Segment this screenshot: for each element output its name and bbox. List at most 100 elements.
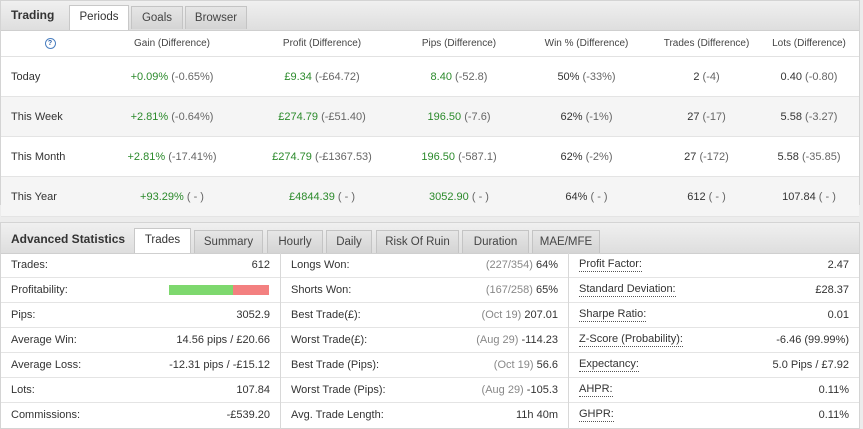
tab-mae-mfe[interactable]: MAE/MFE <box>532 230 600 253</box>
stat-value: 0.11% <box>818 384 849 396</box>
tab-risk-of-ruin[interactable]: Risk Of Ruin <box>376 230 459 253</box>
column-header-gain: Gain (Difference) <box>99 30 245 57</box>
pips-value: 3052.90 <box>429 190 469 203</box>
stat-value: 14.56 pips / £20.66 <box>176 334 270 346</box>
pips-cell: 196.50 (-7.6) <box>399 96 519 137</box>
trading-tabbar: Trading Periods Goals Browser <box>1 1 859 31</box>
trading-table: ? Gain (Difference) Profit (Difference) … <box>1 30 859 217</box>
stats-column-trades: Trades: 612 Profitability: Pips: 3052.9 Av… <box>1 253 281 429</box>
gain-value: +0.09% <box>130 70 169 83</box>
stat-detail: (167/258) <box>485 284 533 296</box>
profit-value: £4844.39 <box>288 190 335 203</box>
profitability-bar <box>169 285 269 295</box>
pips-cell: 3052.90 ( - ) <box>399 176 519 217</box>
gain-diff: ( - ) <box>186 190 204 203</box>
trades-diff: (-17) <box>702 110 726 123</box>
profit-value: £9.34 <box>284 70 312 83</box>
stat-label: Profitability: <box>11 284 68 296</box>
gain-value: +2.81% <box>130 110 169 123</box>
profitability-loss-fill <box>233 285 269 295</box>
stat-label: Average Win: <box>11 334 77 346</box>
stat-row: Pips: 3052.9 <box>1 303 280 328</box>
stat-label: Best Trade (Pips): <box>291 359 380 371</box>
stat-row: Avg. Trade Length: 11h 40m <box>281 403 568 428</box>
win-diff: (-1%) <box>585 110 613 123</box>
advanced-tabbar: Advanced Statistics Trades Summary Hourl… <box>1 223 859 254</box>
stat-value: 612 <box>251 259 270 271</box>
gain-diff: (-0.64%) <box>171 110 214 123</box>
stat-label-link[interactable]: Profit Factor: <box>579 258 642 272</box>
tab-browser[interactable]: Browser <box>185 6 247 29</box>
gain-cell: +93.29% ( - ) <box>99 176 245 217</box>
pips-diff: (-587.1) <box>458 150 497 163</box>
stat-number: 56.6 <box>536 359 558 371</box>
advanced-title: Advanced Statistics <box>11 232 126 246</box>
gain-diff: (-0.65%) <box>171 70 214 83</box>
tab-daily[interactable]: Daily <box>326 230 372 253</box>
trades-value: 2 <box>693 70 700 83</box>
stat-label: Commissions: <box>11 409 81 421</box>
row-label: Today <box>1 56 99 97</box>
stats-grid: Trades: 612 Profitability: Pips: 3052.9 Av… <box>1 253 859 429</box>
stat-label: Trades: <box>11 259 48 271</box>
win-value: 62% <box>560 110 583 123</box>
stat-row: Worst Trade(£): (Aug 29) -114.23 <box>281 328 568 353</box>
profit-diff: (-£51.40) <box>321 110 366 123</box>
pips-diff: (-7.6) <box>464 110 491 123</box>
stat-value: -12.31 pips / -£15.12 <box>169 359 270 371</box>
stat-row: Z-Score (Probability): -6.46 (99.99%) <box>569 328 859 353</box>
pips-value: 8.40 <box>430 70 452 83</box>
stat-label-link[interactable]: Expectancy: <box>579 358 639 372</box>
stat-label-link[interactable]: GHPR: <box>579 408 614 422</box>
trades-cell: 2 (-4) <box>654 56 759 97</box>
column-header-trades: Trades (Difference) <box>654 30 759 57</box>
win-cell: 64% ( - ) <box>519 176 654 217</box>
stat-value: 5.0 Pips / £7.92 <box>772 359 849 371</box>
stat-label: Longs Won: <box>291 259 350 271</box>
pips-diff: (-52.8) <box>455 70 488 83</box>
win-value: 62% <box>560 150 583 163</box>
stat-label-link[interactable]: Z-Score (Probability): <box>579 333 683 347</box>
stat-number: 207.01 <box>524 309 558 321</box>
tab-periods[interactable]: Periods <box>69 5 129 30</box>
tab-hourly[interactable]: Hourly <box>267 230 323 253</box>
stat-value: 2.47 <box>827 259 849 271</box>
tab-goals[interactable]: Goals <box>131 6 183 29</box>
win-diff: (-2%) <box>585 150 613 163</box>
stat-number: 65% <box>535 284 558 296</box>
tab-duration[interactable]: Duration <box>462 230 529 253</box>
trades-diff: ( - ) <box>708 190 726 203</box>
stat-row: Sharpe Ratio: 0.01 <box>569 303 859 328</box>
stat-row: Profitability: <box>1 278 280 303</box>
lots-cell: 5.58 (-35.85) <box>759 136 859 177</box>
stat-detail: (Oct 19) <box>481 309 522 321</box>
win-value: 50% <box>557 70 580 83</box>
lots-diff: (-35.85) <box>801 150 841 163</box>
lots-diff: ( - ) <box>818 190 836 203</box>
pips-value: 196.50 <box>421 150 456 163</box>
lots-diff: (-3.27) <box>805 110 838 123</box>
profitability-win-fill <box>169 285 233 295</box>
help-icon[interactable]: ? <box>44 38 56 49</box>
stat-label-link[interactable]: AHPR: <box>579 383 613 397</box>
gain-cell: +0.09% (-0.65%) <box>99 56 245 97</box>
stat-row: Average Loss: -12.31 pips / -£15.12 <box>1 353 280 378</box>
stat-label-link[interactable]: Standard Deviation: <box>579 283 676 297</box>
pips-diff: ( - ) <box>471 190 489 203</box>
lots-value: 0.40 <box>780 70 802 83</box>
gain-value: +2.81% <box>127 150 166 163</box>
stat-detail: (Oct 19) <box>493 359 534 371</box>
profit-cell: £4844.39 ( - ) <box>245 176 399 217</box>
trades-cell: 27 (-17) <box>654 96 759 137</box>
lots-cell: 107.84 ( - ) <box>759 176 859 217</box>
trades-cell: 27 (-172) <box>654 136 759 177</box>
win-cell: 62% (-1%) <box>519 96 654 137</box>
stat-label-link[interactable]: Sharpe Ratio: <box>579 308 647 322</box>
tab-trades[interactable]: Trades <box>134 228 191 253</box>
gain-cell: +2.81% (-0.64%) <box>99 96 245 137</box>
advanced-statistics-panel: Advanced Statistics Trades Summary Hourl… <box>0 222 860 429</box>
stat-value: £28.37 <box>815 284 849 296</box>
stat-detail: (Aug 29) <box>481 384 524 396</box>
table-row: Today +0.09% (-0.65%) £9.34 (-£64.72) 8.… <box>1 56 859 97</box>
tab-summary[interactable]: Summary <box>194 230 263 253</box>
